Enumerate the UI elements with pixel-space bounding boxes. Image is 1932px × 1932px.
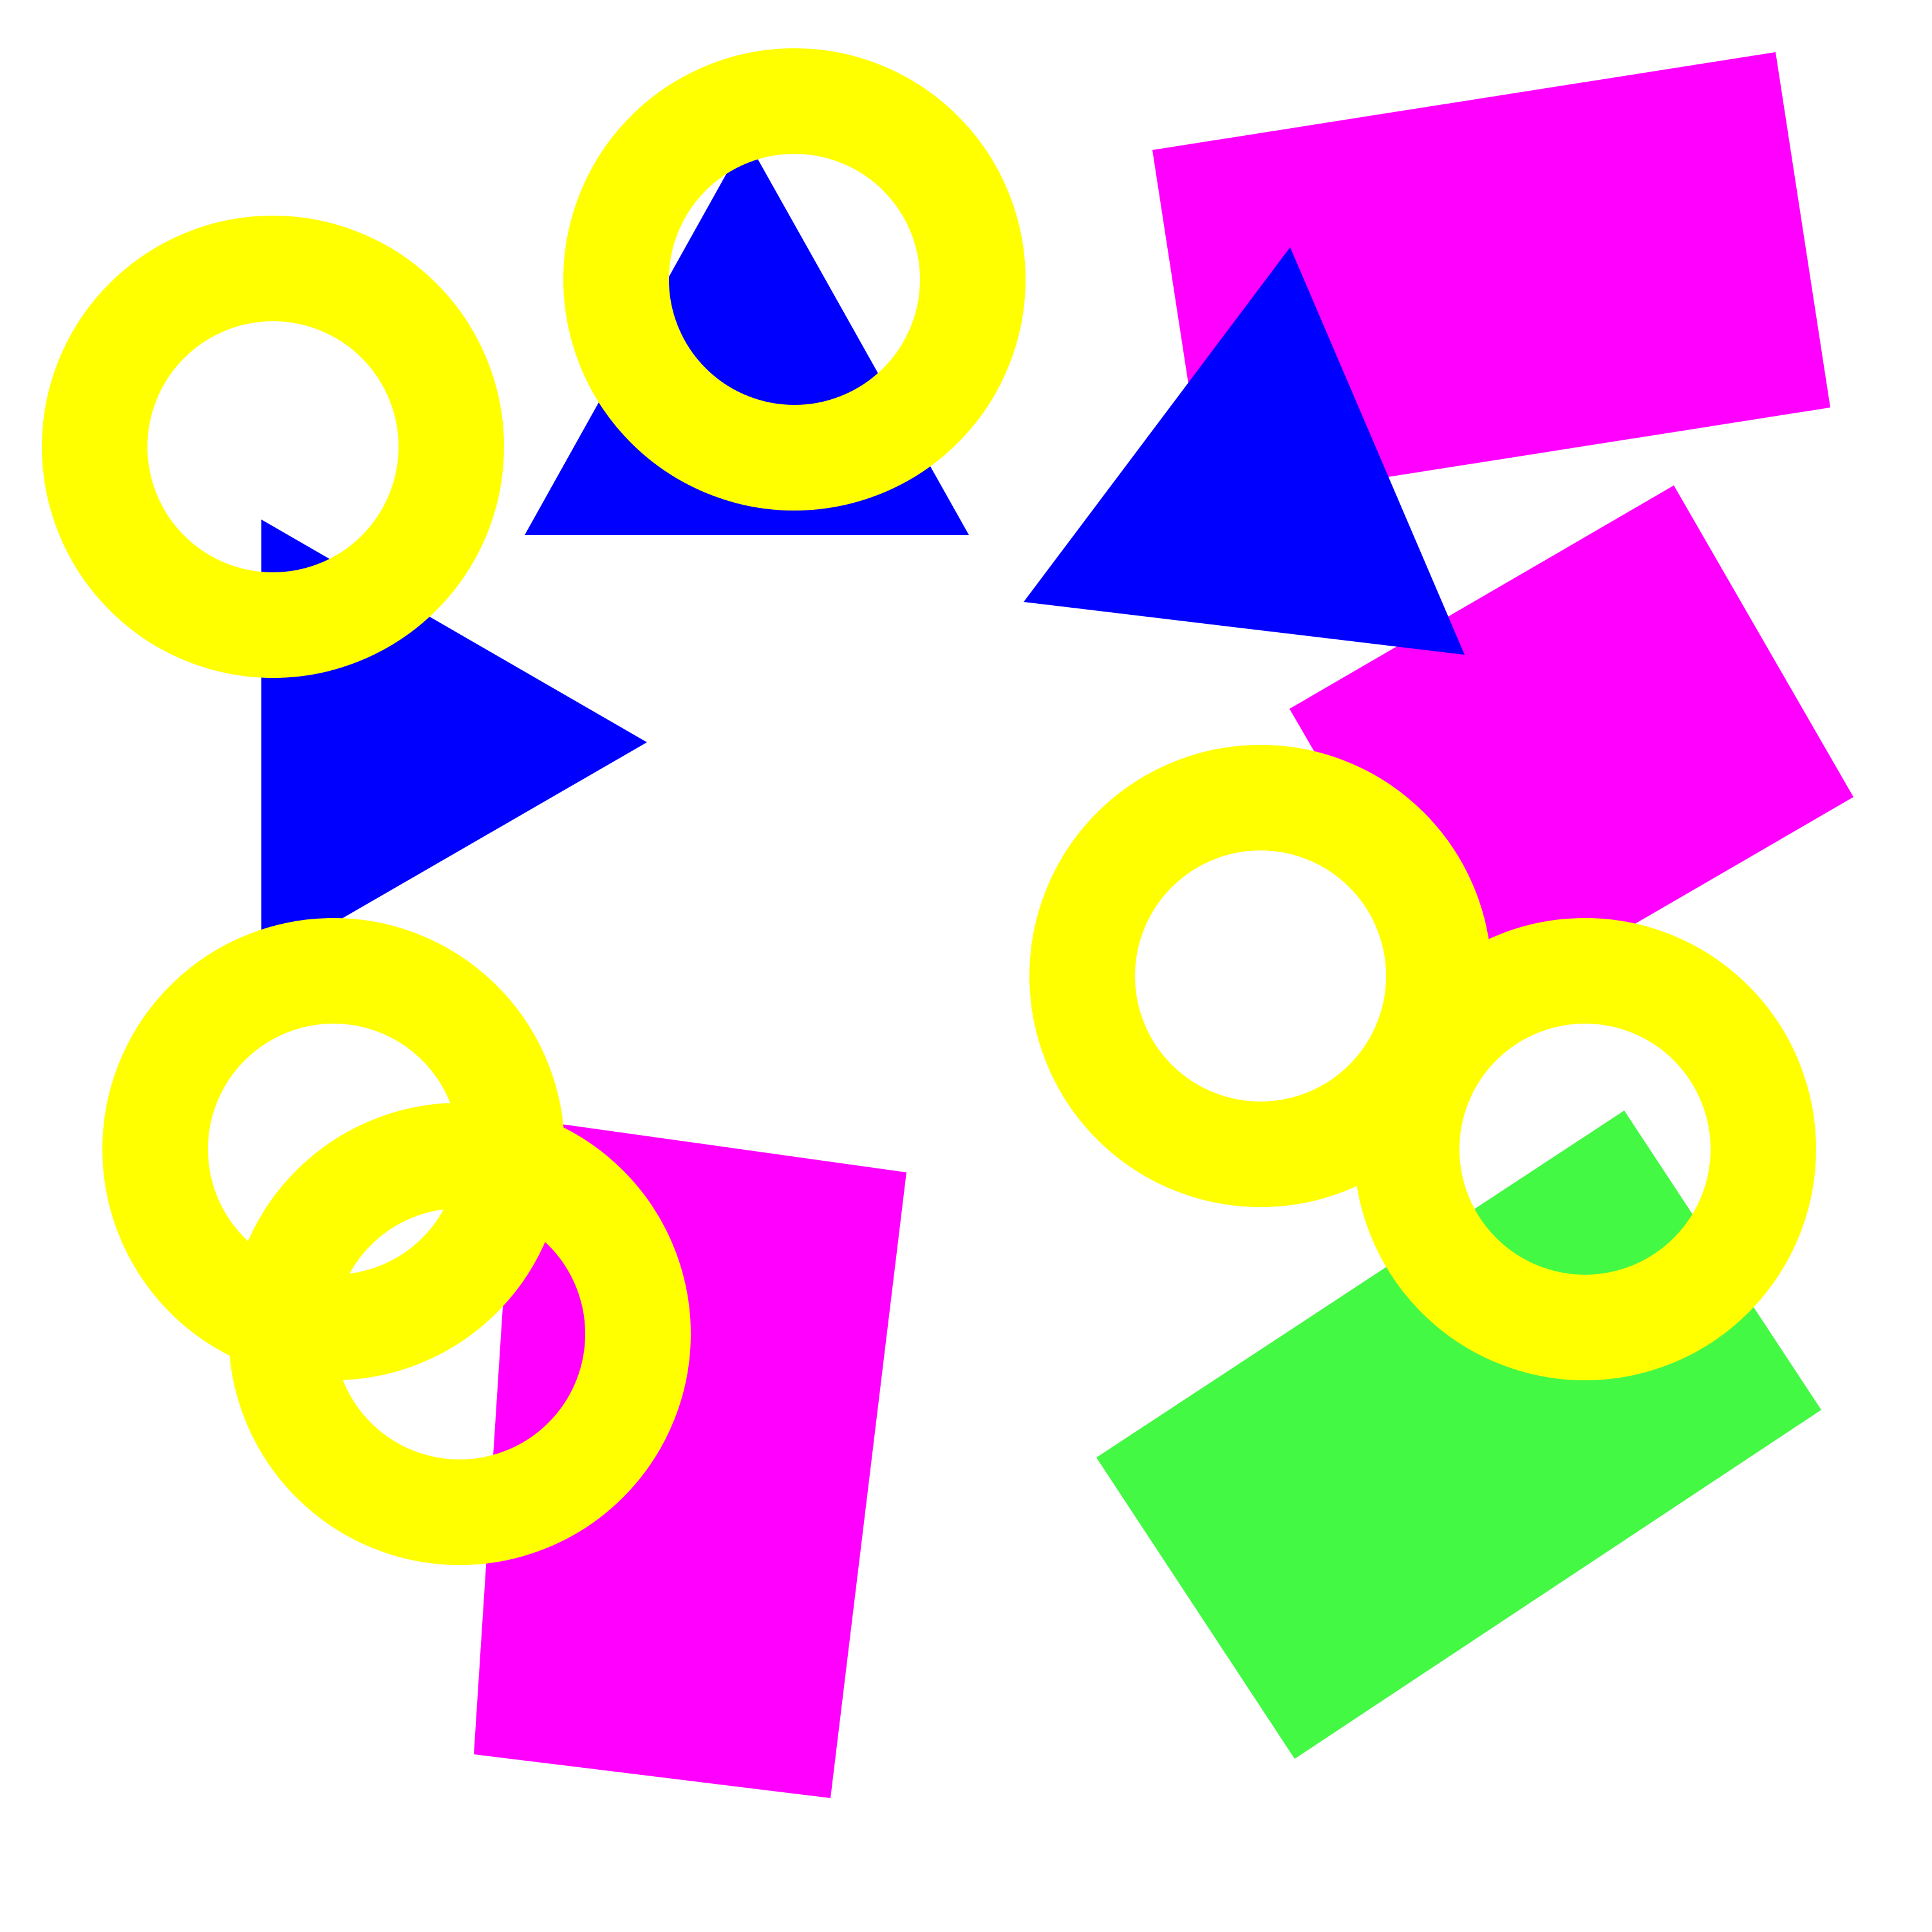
- yellow-ring-right: [1354, 918, 1816, 1380]
- yellow-ring-bottom-left-lower: [229, 1103, 691, 1565]
- yellow-ring-top-center: [563, 48, 1026, 511]
- blue-triangle-right: [1024, 247, 1465, 655]
- yellow-ring-top-left: [42, 216, 504, 678]
